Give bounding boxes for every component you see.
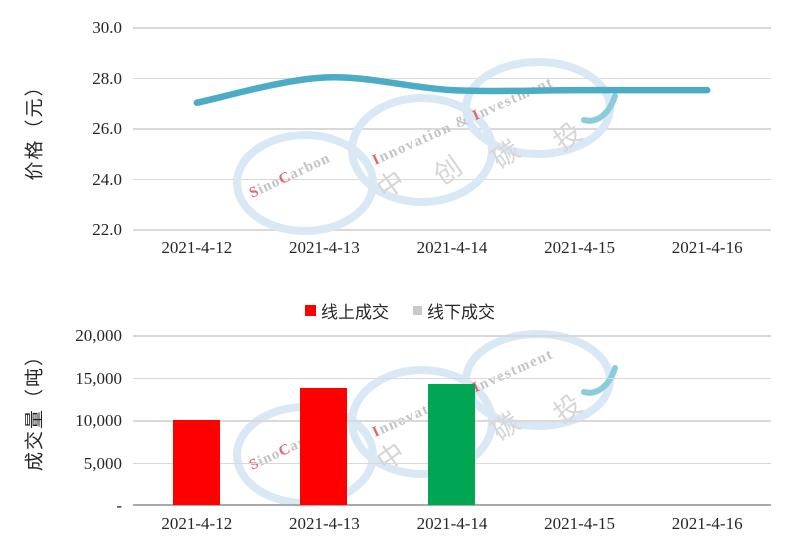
legend-label: 线下成交 <box>427 303 495 322</box>
volume-x-tick-label: 2021-4-15 <box>544 514 615 533</box>
legend-item: 线上成交 <box>305 298 389 323</box>
price-gridline <box>133 229 771 231</box>
price-y-tick-label: 26.0 <box>92 119 122 138</box>
watermark-circle-icon <box>348 94 496 206</box>
price-x-tick-label: 2021-4-15 <box>544 238 615 257</box>
volume-x-tick-label: 2021-4-16 <box>671 514 743 533</box>
price-y-tick-label: 30.0 <box>92 18 122 37</box>
volume-y-tick-label: 20,000 <box>75 326 122 345</box>
volume-bar <box>172 420 220 505</box>
volume-x-tick-label: 2021-4-12 <box>161 514 233 533</box>
volume-y-axis-title: 成交量（吨） <box>24 344 46 472</box>
price-gridline <box>133 128 771 130</box>
volume-x-axis-line <box>133 504 771 506</box>
price-line-chart <box>193 74 711 106</box>
legend-swatch-icon <box>413 306 422 315</box>
volume-bar <box>300 387 348 505</box>
volume-y-tick-label: 15,000 <box>75 368 122 388</box>
price-x-tick-label: 2021-4-16 <box>671 238 743 257</box>
legend-label: 线上成交 <box>321 303 389 322</box>
volume-legend: 线上成交 线下成交 <box>0 298 800 323</box>
price-gridline <box>133 178 771 180</box>
legend-swatch-icon <box>305 305 316 316</box>
price-x-tick-label: 2021-4-12 <box>161 238 233 257</box>
volume-y-tick-label: 10,000 <box>75 411 122 430</box>
price-y-tick-label: 28.0 <box>92 68 122 88</box>
price-gridline <box>133 77 771 79</box>
price-gridline <box>133 27 771 29</box>
price-y-tick-label: 24.0 <box>92 169 122 189</box>
volume-y-tick-label: - <box>116 496 122 515</box>
watermark-circle-icon <box>348 366 496 478</box>
volume-bar <box>428 383 475 505</box>
watermark-swoosh-icon <box>581 365 618 396</box>
volume-y-tick-label: 5,000 <box>83 453 122 473</box>
volume-x-tick-label: 2021-4-13 <box>288 514 360 533</box>
watermark-swoosh-icon <box>581 93 618 124</box>
price-y-tick-label: 22.0 <box>92 220 122 239</box>
volume-gridline <box>133 377 771 379</box>
volume-gridline <box>133 335 771 337</box>
legend-item: 线下成交 <box>413 298 495 323</box>
watermark-text: SinoCarbon <box>247 150 333 202</box>
price-line-series <box>193 74 711 106</box>
volume-x-tick-label: 2021-4-14 <box>416 514 488 533</box>
price-x-tick-label: 2021-4-13 <box>288 238 360 257</box>
price-x-tick-label: 2021-4-14 <box>416 238 488 257</box>
